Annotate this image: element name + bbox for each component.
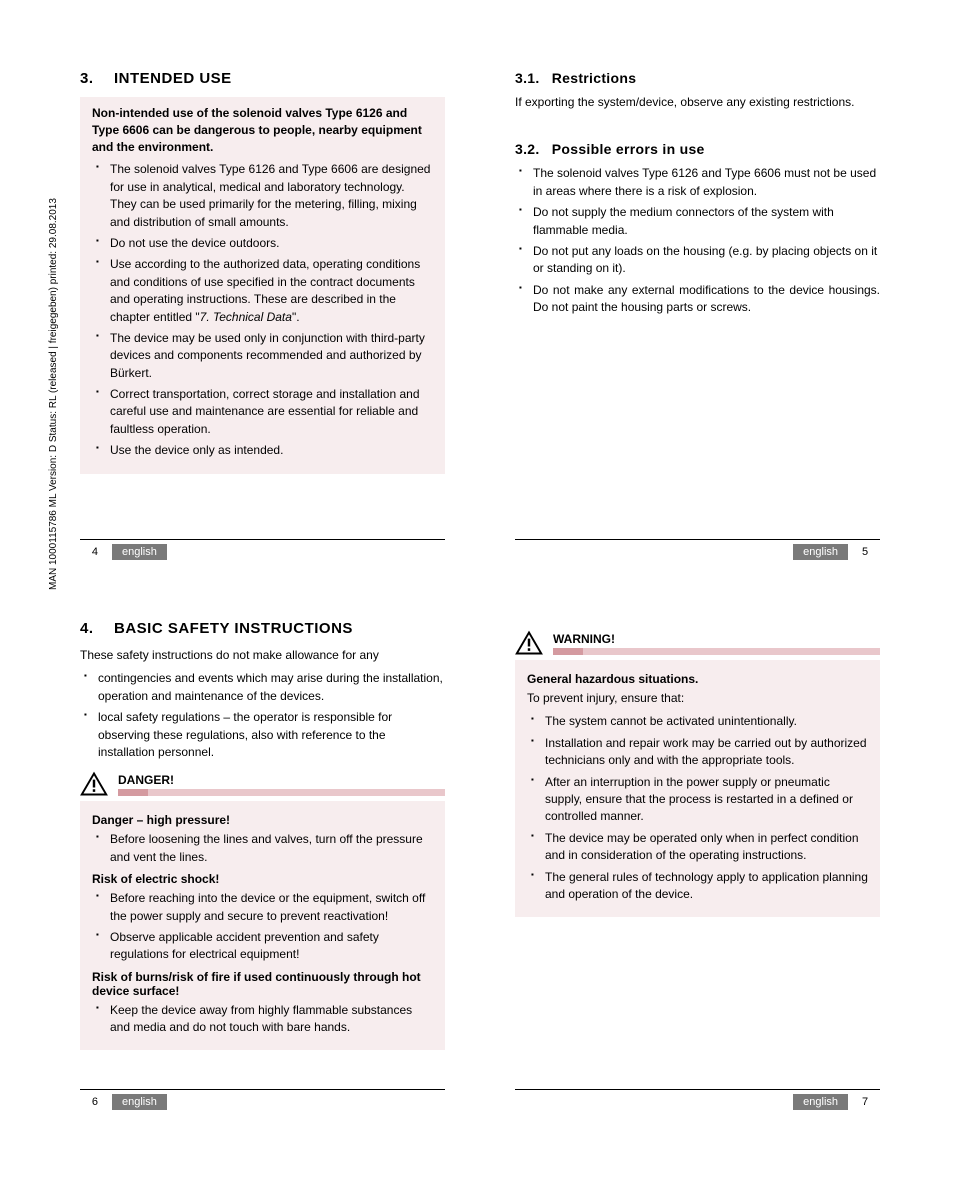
list-item: The device may be used only in conjuncti… [96,330,433,382]
language-tag: english [793,544,848,560]
danger-label: DANGER! [118,773,445,787]
intended-use-box: Non-intended use of the solenoid valves … [80,97,445,474]
document-metadata-side: MAN 1000115786 ML Version: D Status: RL … [48,198,59,590]
box-title: Non-intended use of the solenoid valves … [92,105,433,155]
section-3-1-heading: 3.1. Restrictions [515,70,880,86]
warning-triangle-icon [515,630,543,656]
list-item: The general rules of technology apply to… [531,869,868,904]
list-item: Before reaching into the device or the e… [96,890,433,925]
list-item: Use the device only as intended. [96,442,433,459]
intended-use-list: The solenoid valves Type 6126 and Type 6… [92,161,433,459]
page-7: WARNING! General hazardous situations. T… [515,620,880,1110]
section-number: 3. [80,70,100,87]
page-number: 6 [80,1096,98,1108]
subsection-title: Possible errors in use [552,141,705,157]
warning-bar [553,648,880,655]
list-item: Observe applicable accident prevention a… [96,929,433,964]
list-item: Do not make any external modifications t… [519,282,880,317]
page-footer: english 7 [515,1089,880,1110]
list-item: Before loosening the lines and valves, t… [96,831,433,866]
intro-text: These safety instructions do not make al… [80,647,445,664]
section-3-2-heading: 3.2. Possible errors in use [515,141,880,157]
text: ". [292,310,300,324]
list-item: Do not use the device outdoors. [96,235,433,252]
page-footer: english 5 [515,539,880,560]
list-item: local safety regulations – the operator … [84,709,445,761]
subsection-number: 3.1. [515,70,540,86]
section-number: 4. [80,620,100,637]
page-number: 5 [862,546,880,558]
page-number: 4 [80,546,98,558]
page-spread: 3. INTENDED USE Non-intended use of the … [80,70,880,1110]
warning-triangle-icon [80,771,108,797]
language-tag: english [793,1094,848,1110]
warning-intro: To prevent injury, ensure that: [527,690,868,707]
restrictions-text: If exporting the system/device, observe … [515,94,880,111]
list-item: The system cannot be activated unintenti… [531,713,868,730]
list-item: Use according to the authorized data, op… [96,256,433,326]
danger-bar [118,789,445,796]
list-item: Installation and repair work may be carr… [531,735,868,770]
section-3-heading: 3. INTENDED USE [80,70,445,87]
list-item: After an interruption in the power suppl… [531,774,868,826]
danger-list: Before reaching into the device or the e… [92,890,433,964]
subsection-number: 3.2. [515,141,540,157]
list-item: Keep the device away from highly flammab… [96,1002,433,1037]
errors-list: The solenoid valves Type 6126 and Type 6… [515,165,880,316]
warning-box: General hazardous situations. To prevent… [515,660,880,917]
section-title: INTENDED USE [114,70,232,87]
list-item: The device may be operated only when in … [531,830,868,865]
danger-list: Keep the device away from highly flammab… [92,1002,433,1037]
page-footer: 4 english [80,539,445,560]
page-6: 4. BASIC SAFETY INSTRUCTIONS These safet… [80,620,445,1110]
danger-list: Before loosening the lines and valves, t… [92,831,433,866]
language-tag: english [112,544,167,560]
chapter-ref: 7. Technical Data [200,310,292,324]
section-title: BASIC SAFETY INSTRUCTIONS [114,620,353,637]
page-number: 7 [862,1096,880,1108]
danger-subtitle: Risk of electric shock! [92,872,433,886]
section-4-heading: 4. BASIC SAFETY INSTRUCTIONS [80,620,445,637]
warning-subtitle: General hazardous situations. [527,672,868,686]
danger-subtitle: Danger – high pressure! [92,813,433,827]
danger-header: DANGER! [80,771,445,797]
language-tag: english [112,1094,167,1110]
page-footer: 6 english [80,1089,445,1110]
list-item: The solenoid valves Type 6126 and Type 6… [96,161,433,231]
list-item: Do not put any loads on the housing (e.g… [519,243,880,278]
subsection-title: Restrictions [552,70,637,86]
list-item: Correct transportation, correct storage … [96,386,433,438]
intro-list: contingencies and events which may arise… [80,670,445,761]
page-4: 3. INTENDED USE Non-intended use of the … [80,70,445,560]
danger-subtitle: Risk of burns/risk of fire if used conti… [92,970,433,998]
danger-box: Danger – high pressure! Before loosening… [80,801,445,1050]
page-5: 3.1. Restrictions If exporting the syste… [515,70,880,560]
warning-header: WARNING! [515,630,880,656]
list-item: The solenoid valves Type 6126 and Type 6… [519,165,880,200]
list-item: Do not supply the medium connectors of t… [519,204,880,239]
warning-label: WARNING! [553,632,880,646]
warning-list: The system cannot be activated unintenti… [527,713,868,903]
list-item: contingencies and events which may arise… [84,670,445,705]
